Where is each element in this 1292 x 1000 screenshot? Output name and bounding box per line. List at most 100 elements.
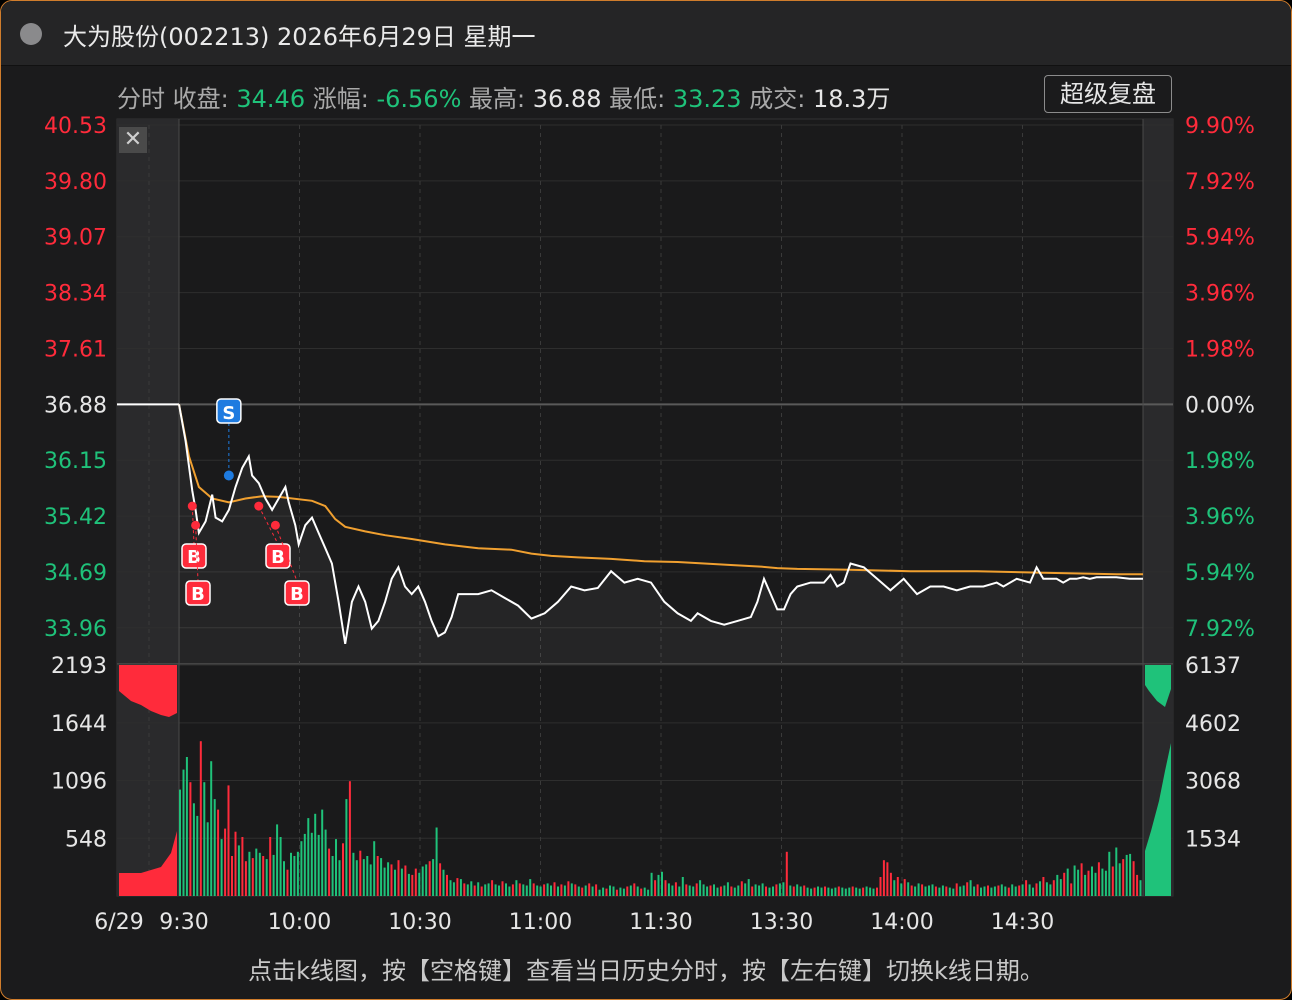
volume-bar [789, 885, 792, 896]
hint-text: 点击k线图，按【空格键】查看当日历史分时，按【左右键】切换k线日期。 [248, 957, 1044, 985]
window-title: 大为股份(002213) 2026年6月29日 星期一 [63, 23, 536, 51]
y-tick-left: 35.42 [44, 505, 107, 530]
volume-bar [626, 886, 629, 896]
x-tick: 10:30 [388, 910, 451, 935]
window-dot-icon[interactable] [20, 23, 42, 45]
pre-market-band [117, 119, 179, 896]
volume-bar [629, 885, 632, 896]
volume-bar [491, 880, 494, 896]
volume-bar [917, 883, 920, 896]
price-line [178, 404, 1143, 645]
volume-bar [1115, 847, 1118, 896]
volume-bar [525, 885, 528, 896]
volume-bar [1097, 862, 1100, 896]
volume-bar [824, 886, 826, 896]
volume-bar [595, 884, 598, 896]
volume-bar [900, 883, 903, 896]
volume-bar [692, 886, 695, 896]
volume-bar [466, 884, 469, 896]
volume-bar [456, 878, 459, 896]
buy-marker-badge [185, 580, 211, 606]
volume-bar [1000, 884, 1003, 896]
volume-bar [584, 885, 587, 896]
volume-bar [321, 809, 324, 896]
volume-bar [425, 864, 428, 896]
volume-bar [921, 884, 924, 896]
volume-bar [889, 872, 892, 896]
volume-bar [1091, 866, 1093, 896]
volume-bar [185, 757, 188, 896]
volume-bar [532, 883, 535, 896]
volume-tick-right: 3068 [1185, 770, 1241, 795]
pre-market-volume-bars [119, 831, 177, 896]
volume-bar [369, 864, 372, 896]
volume-bar [962, 885, 965, 896]
volume-bar [602, 887, 605, 896]
volume-tick-right: 1534 [1185, 827, 1241, 852]
volume-bar [775, 884, 778, 896]
volume-bar [550, 885, 552, 896]
volume-bar [1073, 865, 1076, 896]
volume-bar [220, 839, 223, 896]
volume-bar [699, 880, 702, 896]
volume-bar [733, 887, 736, 896]
volume-bar [768, 887, 771, 896]
volume-bar [1052, 880, 1055, 896]
volume-bar [206, 822, 209, 896]
volume-bar [661, 871, 663, 896]
buy-marker-dot [187, 501, 197, 511]
volume-bar [338, 860, 341, 896]
volume-bar [567, 881, 570, 896]
high-label: 最高: [469, 85, 526, 113]
volume-bar [463, 883, 466, 896]
y-tick-right: 9.90% [1185, 114, 1255, 139]
pre-market-volume-area [119, 665, 177, 717]
volume-bar [955, 883, 958, 896]
volume-bar [872, 888, 875, 896]
volume-bar [1011, 884, 1014, 896]
volume-bar [1039, 881, 1041, 896]
volume-bar [189, 782, 192, 896]
volume-bar [390, 864, 393, 896]
volume-bar [983, 886, 986, 896]
volume-bar [196, 815, 199, 896]
mode-label: 分时 [117, 85, 165, 113]
volume-bar [279, 837, 282, 896]
close-icon[interactable]: ✕ [119, 127, 147, 153]
volume-bar [959, 886, 962, 896]
y-tick-left: 34.69 [44, 561, 107, 586]
volume-bar [1084, 874, 1087, 896]
volume-bar [934, 886, 937, 896]
volume-bar [1049, 884, 1052, 896]
volume-bar [1132, 861, 1135, 896]
x-tick: 9:30 [159, 910, 208, 935]
volume-bar [803, 885, 806, 896]
volume-bar [928, 885, 930, 896]
buy-marker-stem [258, 505, 279, 545]
volume-bar [348, 781, 351, 896]
volume-bar [636, 886, 639, 896]
volume-bar [817, 886, 819, 896]
volume-bar [903, 879, 906, 896]
volume-bar [1087, 870, 1090, 896]
volume-bar [1118, 863, 1121, 896]
super-replay-button[interactable]: 超级复盘 [1044, 75, 1172, 113]
volume-bar [1059, 879, 1062, 896]
volume-bar [248, 851, 251, 896]
volume-bar [407, 873, 410, 896]
volume-bar [862, 887, 865, 896]
low-value: 33.23 [672, 85, 742, 113]
volume-bar [619, 887, 622, 896]
x-tick: 10:00 [268, 910, 331, 935]
volume-bar [834, 887, 837, 896]
average-price-line [178, 404, 1143, 576]
volume-bar [255, 848, 258, 896]
volume-bar [938, 887, 941, 896]
volume-bar [473, 885, 476, 896]
volume-bar [1056, 874, 1059, 896]
volume-bar [1042, 877, 1045, 896]
volume-bar [324, 829, 327, 896]
volume-bar [612, 886, 615, 896]
